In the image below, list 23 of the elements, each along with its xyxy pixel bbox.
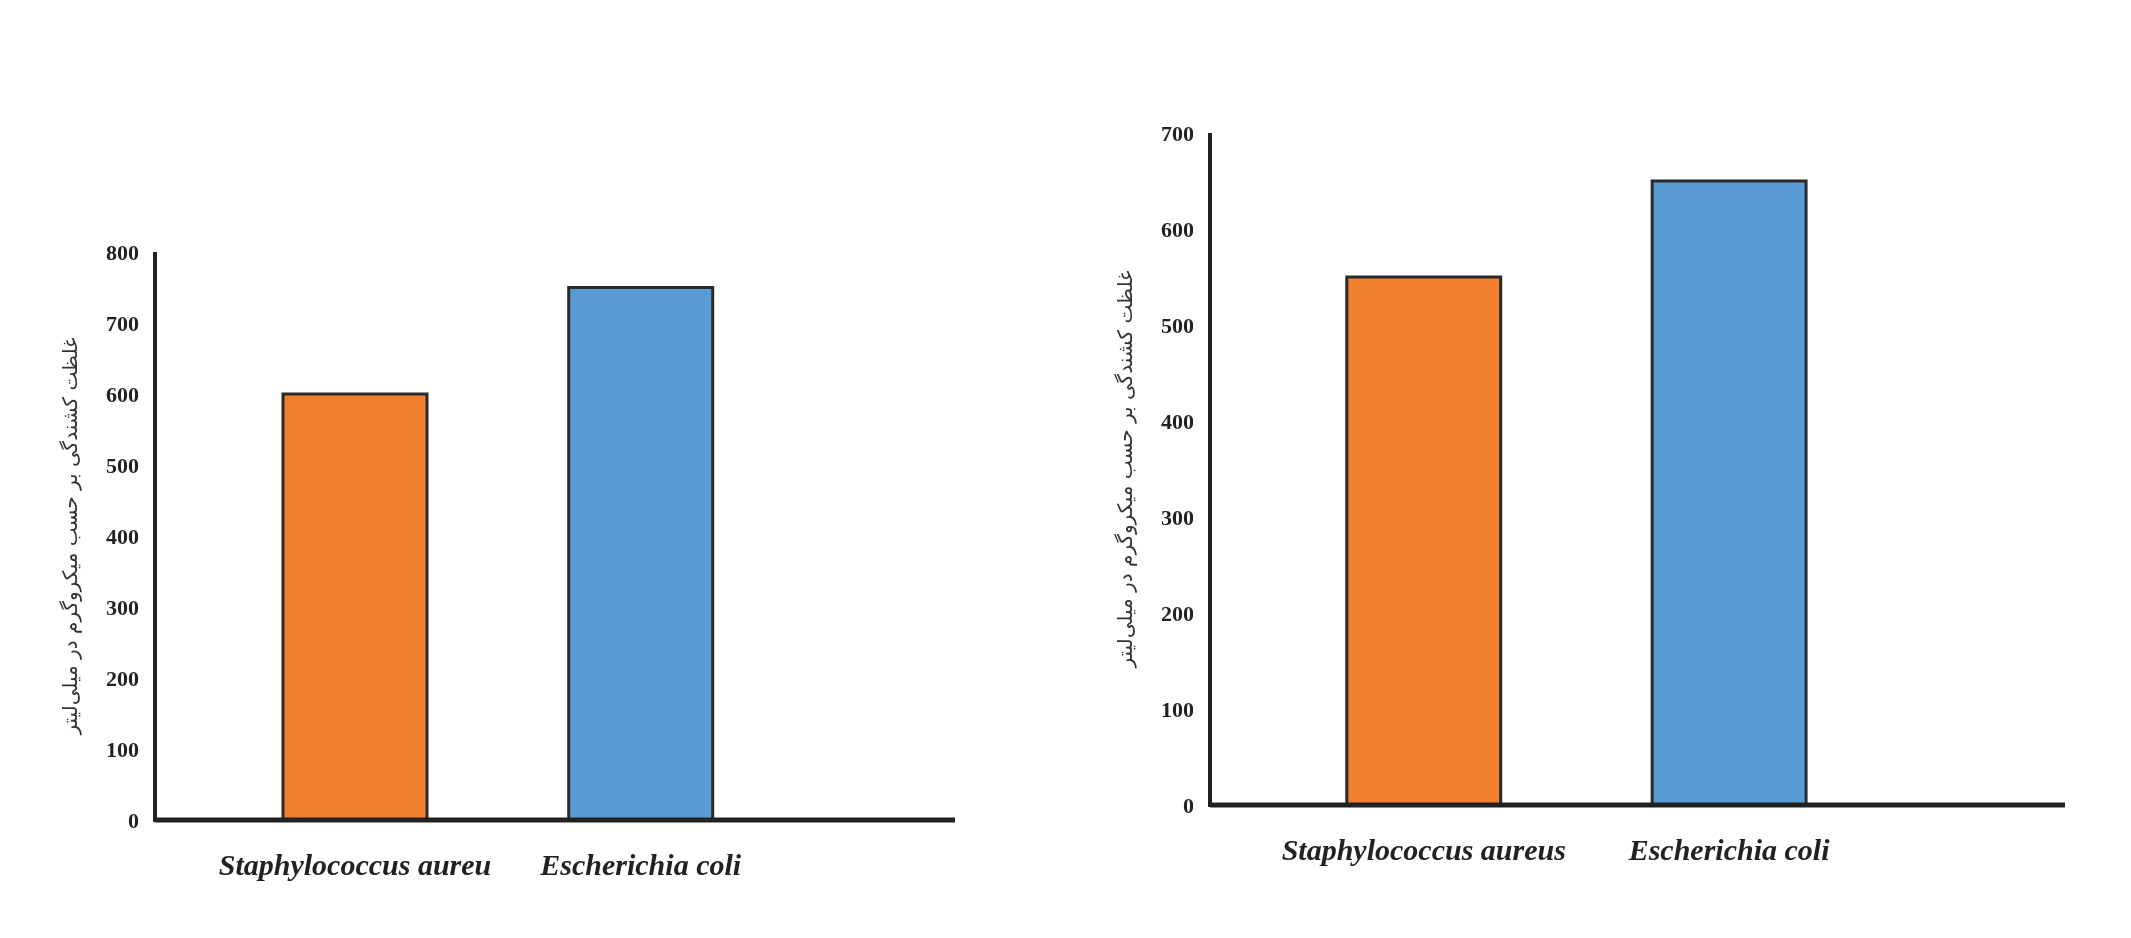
y-tick-label: 400 <box>106 523 139 549</box>
x-tick-label: Escherichia coli <box>539 848 742 881</box>
y-tick-label: 0 <box>1183 792 1194 818</box>
y-tick-label: 700 <box>106 310 139 336</box>
x-tick-label: Escherichia coli <box>1627 833 1831 866</box>
y-axis-title: غلظت کشندگی بر حسب میکروگرم در میلی‌لیتر <box>58 337 82 736</box>
y-tick-label: 500 <box>1161 312 1194 338</box>
y-tick-label: 800 <box>106 239 139 265</box>
y-tick-label: 600 <box>1161 216 1194 242</box>
y-tick-label: 200 <box>106 665 139 691</box>
y-tick-label: 200 <box>1161 600 1194 626</box>
y-axis-title: غلظت کشندگی بر حسب میکروگرم در میلی‌لیتر <box>1113 270 1137 669</box>
y-tick-label: 100 <box>1161 696 1194 722</box>
y-tick-label: 500 <box>106 452 139 478</box>
y-tick-label: 600 <box>106 381 139 407</box>
y-tick-label: 300 <box>106 594 139 620</box>
y-tick-label: 0 <box>128 807 139 833</box>
x-tick-label: Staphylococcus aureus <box>1281 833 1566 866</box>
y-tick-label: 100 <box>106 736 139 762</box>
x-tick-label: Staphylococcus aureu <box>218 848 492 881</box>
y-tick-label: 400 <box>1161 408 1194 434</box>
y-tick-label: 700 <box>1161 120 1194 146</box>
y-tick-label: 300 <box>1161 504 1194 530</box>
